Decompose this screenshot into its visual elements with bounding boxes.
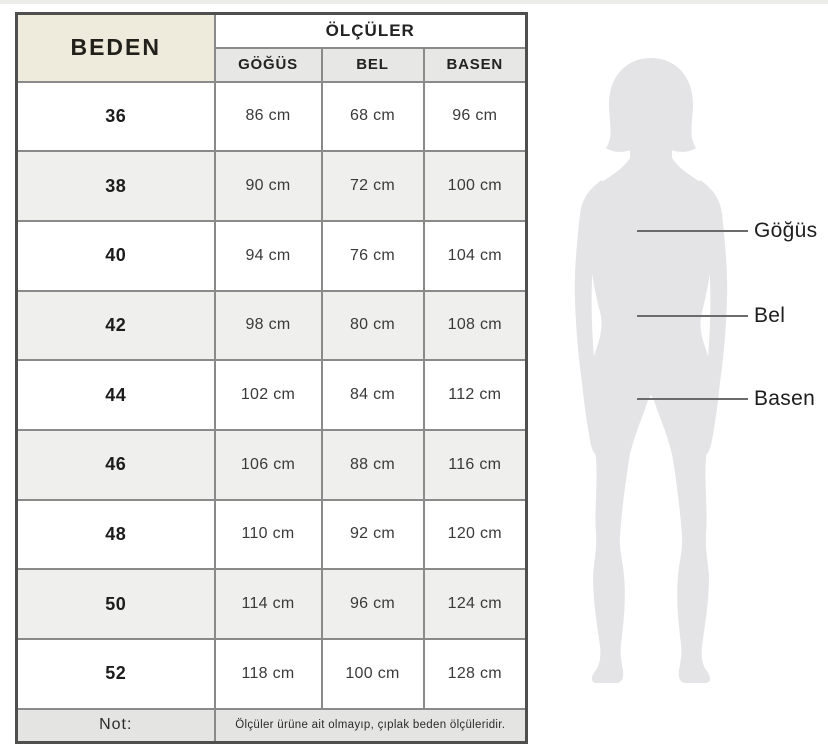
size-value: 48 xyxy=(15,498,216,571)
female-body-silhouette-icon xyxy=(574,58,728,683)
hips-value: 96 cm xyxy=(422,80,528,153)
size-value: 50 xyxy=(15,568,216,640)
hips-value: 100 cm xyxy=(422,150,528,222)
chest-value: 94 cm xyxy=(213,219,323,292)
table-row-38: 38 90 cm 72 cm 100 cm xyxy=(15,150,528,222)
size-value: 38 xyxy=(15,150,216,222)
waist-measure-line xyxy=(637,315,748,317)
hips-value: 116 cm xyxy=(422,428,528,501)
table-row-44: 44 102 cm 84 cm 112 cm xyxy=(15,359,528,431)
chest-value: 114 cm xyxy=(213,568,323,640)
table-row-36: 36 86 cm 68 cm 96 cm xyxy=(15,80,528,153)
hips-value: 104 cm xyxy=(422,219,528,292)
hips-measure-line xyxy=(637,398,748,400)
chest-value: 118 cm xyxy=(213,638,323,710)
chest-value: 110 cm xyxy=(213,498,323,571)
waist-value: 100 cm xyxy=(320,638,425,710)
size-value: 46 xyxy=(15,428,216,501)
table-header-row-1: BEDEN ÖLÇÜLER xyxy=(15,12,528,83)
chest-value: 106 cm xyxy=(213,428,323,501)
measurements-header: ÖLÇÜLER xyxy=(213,12,528,49)
silhouette-left-arm xyxy=(574,180,604,456)
hips-value: 108 cm xyxy=(422,289,528,362)
silhouette-head xyxy=(606,58,696,152)
chest-value: 86 cm xyxy=(213,80,323,153)
hips-value: 128 cm xyxy=(422,638,528,710)
table-header-row-2: GÖĞÜS BEL BASEN xyxy=(17,46,528,83)
size-value: 44 xyxy=(15,359,216,431)
chest-value: 102 cm xyxy=(213,359,323,431)
waist-label: Bel xyxy=(754,304,786,327)
waist-value: 72 cm xyxy=(320,150,425,222)
note-text: Ölçüler ürüne ait olmayıp, çıplak beden … xyxy=(213,707,528,744)
table-row-46: 46 106 cm 88 cm 116 cm xyxy=(15,428,528,501)
size-table: BEDEN ÖLÇÜLER GÖĞÜS BEL BASEN 36 86 cm 6… xyxy=(15,12,529,745)
size-value: 40 xyxy=(15,219,216,292)
chest-value: 98 cm xyxy=(213,289,323,362)
note-label: Not: xyxy=(15,707,216,744)
column-header-chest: GÖĞÜS xyxy=(213,46,323,83)
hips-value: 124 cm xyxy=(422,568,528,640)
hips-value: 112 cm xyxy=(422,359,528,431)
hips-label: Basen xyxy=(754,387,816,410)
table-row-42: 42 98 cm 80 cm 108 cm xyxy=(15,289,528,362)
size-value: 36 xyxy=(15,80,216,153)
chest-value: 90 cm xyxy=(213,150,323,222)
note-row: Not: Ölçüler ürüne ait olmayıp, çıplak b… xyxy=(15,707,528,744)
waist-value: 68 cm xyxy=(320,80,425,153)
column-header-hips: BASEN xyxy=(422,46,528,83)
size-value: 52 xyxy=(15,638,216,710)
table-row-48: 48 110 cm 92 cm 120 cm xyxy=(15,498,528,571)
size-value: 42 xyxy=(15,289,216,362)
chest-label: Göğüs xyxy=(754,219,818,242)
table-row-50: 50 114 cm 96 cm 124 cm xyxy=(15,568,528,640)
chest-measure-line xyxy=(637,230,748,232)
waist-value: 88 cm xyxy=(320,428,425,501)
column-header-waist: BEL xyxy=(320,46,425,83)
waist-value: 84 cm xyxy=(320,359,425,431)
waist-value: 92 cm xyxy=(320,498,425,571)
table-row-40: 40 94 cm 76 cm 104 cm xyxy=(15,219,528,292)
waist-value: 80 cm xyxy=(320,289,425,362)
silhouette-right-arm xyxy=(698,180,728,456)
hips-value: 120 cm xyxy=(422,498,528,571)
size-column-header: BEDEN xyxy=(15,12,216,83)
table-row-52: 52 118 cm 100 cm 128 cm xyxy=(15,638,528,710)
silhouette-torso-legs xyxy=(587,132,715,683)
waist-value: 96 cm xyxy=(320,568,425,640)
top-edge-strip xyxy=(0,0,828,4)
waist-value: 76 cm xyxy=(320,219,425,292)
